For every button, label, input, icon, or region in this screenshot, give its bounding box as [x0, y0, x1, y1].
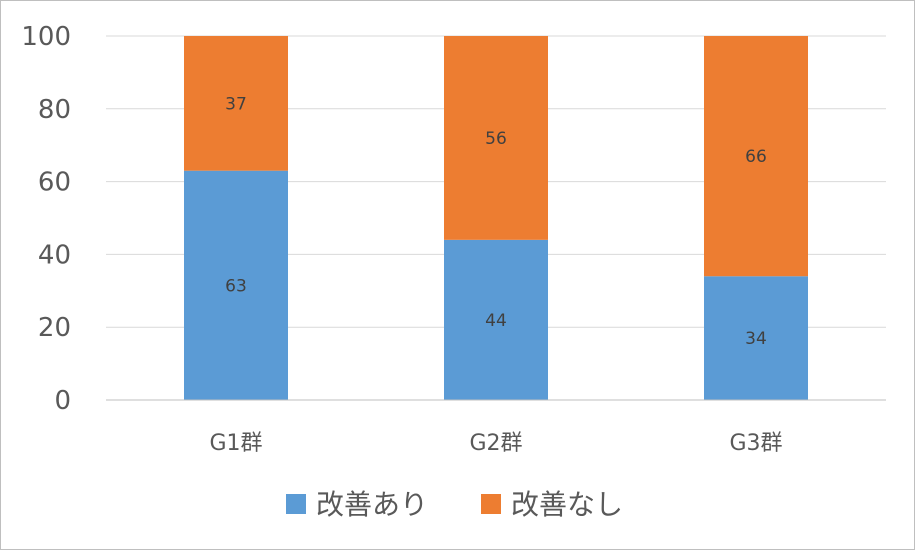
bar-1-not-improved	[184, 36, 288, 171]
bar-2-not-improved	[444, 36, 548, 240]
axes: 0 20 40 60 80 100 G1群 G2群 G3群	[21, 22, 886, 456]
data-label-3-not-improved: 66	[745, 147, 767, 167]
y-tick-label-60: 60	[38, 168, 71, 198]
bar-3-not-improved	[704, 36, 808, 277]
bars	[184, 36, 808, 400]
data-label-1-not-improved: 37	[225, 94, 247, 114]
bar-3-improved	[704, 276, 808, 400]
y-tick-label-40: 40	[38, 240, 71, 270]
data-label-2-improved: 44	[485, 311, 507, 331]
legend-swatch-not-improved	[481, 494, 501, 514]
legend-swatch-improved	[286, 494, 306, 514]
y-tick-label-100: 100	[21, 22, 71, 52]
data-label-3-improved: 34	[745, 329, 767, 349]
legend: 改善あり 改善なし	[286, 488, 623, 521]
x-tick-label-2: G2群	[469, 431, 522, 456]
legend-label-not-improved: 改善なし	[511, 488, 623, 521]
x-tick-label-3: G3群	[729, 431, 782, 456]
data-label-2-not-improved: 56	[485, 129, 507, 149]
bar-2-improved	[444, 239, 548, 400]
y-tick-label-80: 80	[38, 95, 71, 125]
y-tick-label-0: 0	[54, 386, 71, 416]
y-tick-label-20: 20	[38, 313, 71, 343]
legend-label-improved: 改善あり	[316, 488, 428, 521]
bar-1-improved	[184, 170, 288, 400]
data-label-1-improved: 63	[225, 276, 247, 296]
data-labels: 63 37 44 56 34 66	[225, 94, 767, 349]
x-tick-label-1: G1群	[209, 431, 262, 456]
